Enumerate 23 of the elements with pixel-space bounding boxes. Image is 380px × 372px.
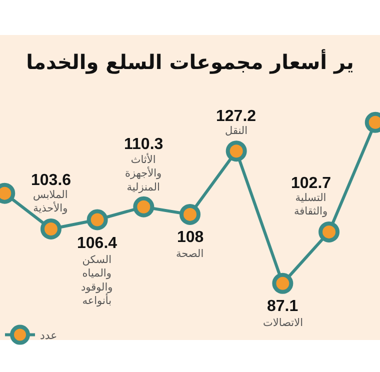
annotation: الصحة	[176, 248, 204, 260]
point	[318, 221, 340, 242]
chart-title: ير أسعار مجموعات السلع والخدما	[26, 49, 354, 74]
data-label: 108	[177, 229, 204, 246]
annotation: التسلية والثقافة	[294, 192, 328, 218]
point	[180, 204, 200, 225]
point	[86, 209, 108, 230]
annotation: السكن والمياه والوقود بأنواعه	[81, 254, 113, 307]
legend-label: عدد	[40, 329, 58, 342]
point	[226, 140, 247, 162]
point	[40, 218, 62, 240]
annotation: الأثاث والأجهزة المنزلية	[125, 152, 162, 194]
data-label: 103.6	[31, 172, 72, 189]
data-label: 87.1	[267, 298, 298, 315]
point	[133, 196, 154, 218]
point	[272, 272, 294, 294]
data-label: 106.4	[77, 235, 118, 252]
annotation: النقل	[225, 125, 248, 137]
data-label: 102.7	[291, 175, 332, 192]
annotation: الملابس والأحذية	[33, 189, 68, 215]
text: الاتصالات	[263, 317, 304, 329]
data-label: 110.3	[124, 136, 164, 153]
data-label: 127.2	[216, 108, 256, 125]
